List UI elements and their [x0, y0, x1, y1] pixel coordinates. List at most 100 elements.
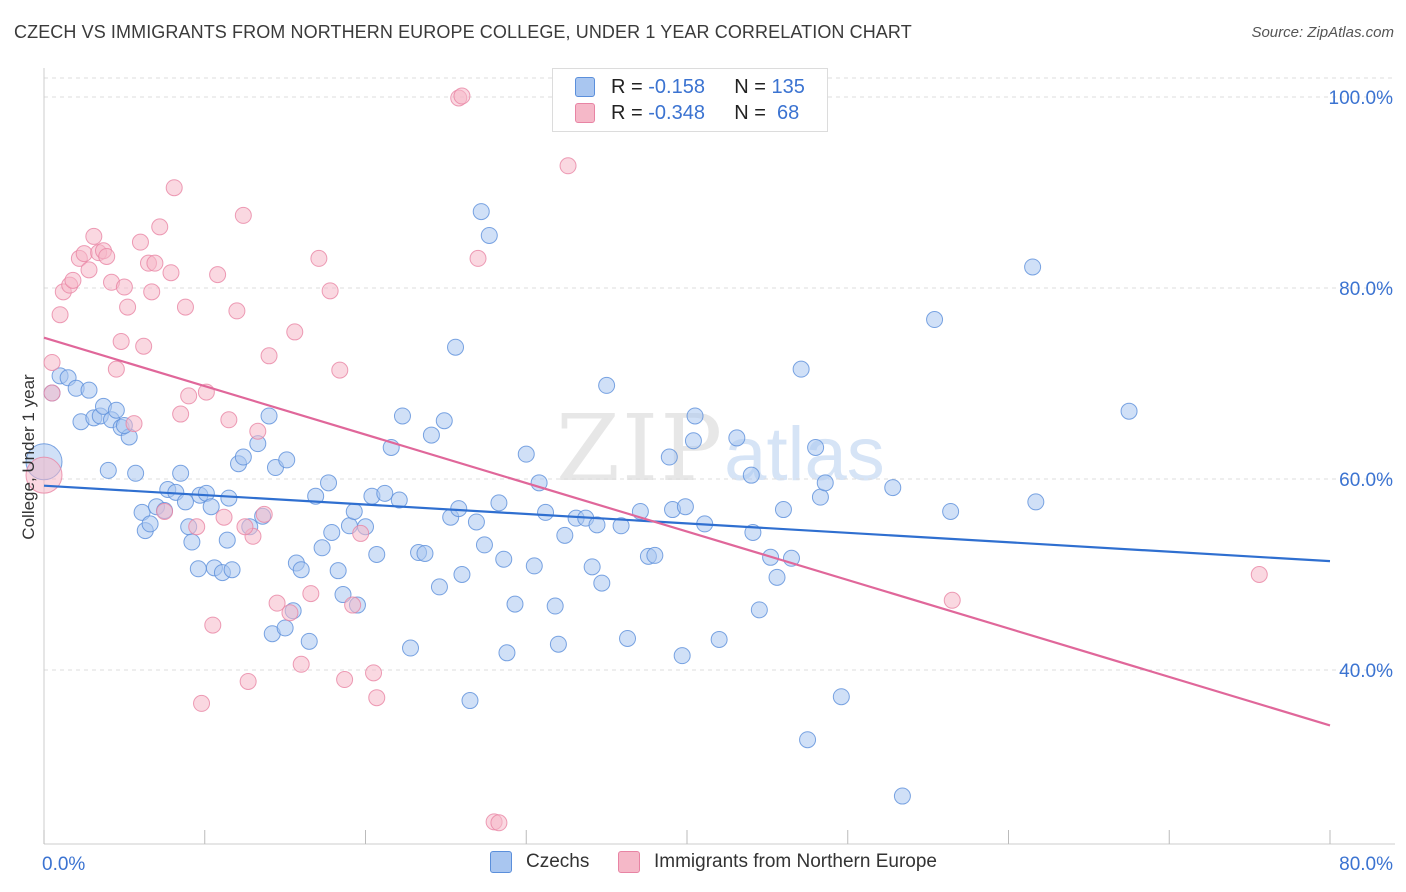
- czechs-point: [320, 474, 338, 492]
- czechs-point: [313, 539, 331, 557]
- czechs-point: [376, 484, 394, 502]
- immigrants-point: [25, 456, 63, 494]
- czechs-point: [686, 407, 704, 425]
- immigrants-point: [75, 245, 93, 263]
- immigrants-point: [469, 249, 487, 267]
- czechs-point: [1027, 493, 1045, 511]
- y-axis-label: College, Under 1 year: [19, 374, 38, 540]
- immigrants-point: [51, 306, 69, 324]
- immigrants-point: [176, 298, 194, 316]
- czechs-point: [234, 448, 252, 466]
- czechs-point: [435, 412, 453, 430]
- immigrants-point: [180, 387, 198, 405]
- czechs-point: [660, 448, 678, 466]
- czechs-point: [345, 502, 363, 520]
- czechs-point: [619, 629, 637, 647]
- trend-lines: [43, 336, 1331, 727]
- czechs-point: [172, 464, 190, 482]
- immigrants-point: [336, 671, 354, 689]
- legend-r-label: R =: [611, 101, 643, 124]
- immigrants-point: [188, 518, 206, 536]
- czechs-point: [807, 438, 825, 456]
- chart-title: CZECH VS IMMIGRANTS FROM NORTHERN EUROPE…: [14, 22, 912, 42]
- legend-swatch-czechs: [575, 77, 595, 97]
- czechs-point: [292, 561, 310, 579]
- source-attribution: Source: ZipAtlas.com: [1251, 24, 1394, 41]
- czechs-point: [189, 560, 207, 578]
- immigrants-point: [344, 596, 362, 614]
- czechs-point: [475, 536, 493, 554]
- czechs-point: [99, 461, 117, 479]
- x-tick-label-min: 0.0%: [42, 854, 85, 875]
- immigrants-point: [215, 508, 233, 526]
- czechs-point: [402, 639, 420, 657]
- czechs-point: [811, 488, 829, 506]
- czechs-point: [447, 338, 465, 356]
- legend-swatch-immigrants: [575, 103, 595, 123]
- legend-label-czechs: Czechs: [526, 851, 590, 872]
- czechs-point: [673, 647, 691, 665]
- legend-n-value: 135: [771, 75, 805, 98]
- czechs-point: [926, 311, 944, 329]
- immigrants-point: [943, 591, 961, 609]
- czechs-point: [676, 498, 694, 516]
- czechs-point: [792, 360, 810, 378]
- czechs-point: [218, 531, 236, 549]
- immigrants-point: [453, 87, 471, 105]
- immigrants-point: [43, 353, 61, 371]
- immigrants-point: [281, 604, 299, 622]
- czechs-point: [546, 597, 564, 615]
- czechs-point: [598, 376, 616, 394]
- immigrants-point: [234, 206, 252, 224]
- immigrants-point: [80, 261, 98, 279]
- series-legend: Czechs Immigrants from Northern Europe: [0, 851, 1406, 879]
- immigrants-point: [98, 247, 116, 265]
- immigrants-point: [239, 672, 257, 690]
- immigrants-point: [165, 179, 183, 197]
- czechs-point: [490, 494, 508, 512]
- czechs-point: [390, 491, 408, 509]
- legend-r-value: -0.158: [648, 75, 705, 98]
- immigrants-point: [112, 332, 130, 350]
- legend-r-value: -0.348: [648, 101, 705, 124]
- y-tick-label: 80.0%: [1339, 279, 1393, 300]
- immigrants-point: [107, 360, 125, 378]
- immigrants-point: [236, 518, 254, 536]
- czechs-point: [646, 546, 664, 564]
- czechs-point: [498, 644, 516, 662]
- czechs-point: [612, 517, 630, 535]
- immigrants-point: [249, 422, 267, 440]
- immigrants-point: [1250, 566, 1268, 583]
- immigrants-point: [162, 264, 180, 282]
- legend-swatch-czechs: [490, 851, 512, 873]
- czechs-point: [141, 515, 159, 533]
- axis-labels: 40.0% 60.0% 80.0% 100.0% 0.0% 80.0% College, U…: [19, 88, 1393, 875]
- immigrants-point: [125, 415, 143, 433]
- immigrants-point: [228, 302, 246, 320]
- czechs-point: [220, 489, 238, 507]
- czechs-point: [1120, 402, 1138, 420]
- immigrants-point: [559, 157, 577, 175]
- immigrants-trend-line: [43, 336, 1331, 727]
- czechs-point: [368, 545, 386, 563]
- czechs-point: [517, 445, 535, 463]
- czechs-point: [768, 568, 786, 586]
- czechs-point: [223, 561, 241, 579]
- czechs-point: [750, 601, 768, 619]
- czechs-point: [329, 562, 347, 580]
- legend-n-value: 68: [771, 101, 800, 124]
- czechs-point: [549, 635, 567, 653]
- immigrants-point: [135, 337, 153, 355]
- immigrants-point: [151, 218, 169, 236]
- y-tick-label: 40.0%: [1339, 661, 1393, 682]
- czechs-point: [307, 487, 325, 505]
- legend-row-czechs: R = -0.158 N = 135: [575, 74, 805, 100]
- czechs-point: [480, 226, 498, 244]
- immigrants-point: [85, 227, 103, 245]
- czechs-point: [300, 632, 318, 650]
- czechs-point: [127, 464, 145, 482]
- immigrants-point: [268, 594, 286, 612]
- y-tick-label: 100.0%: [1329, 88, 1394, 109]
- immigrants-point: [255, 505, 273, 523]
- czechs-point: [525, 557, 543, 575]
